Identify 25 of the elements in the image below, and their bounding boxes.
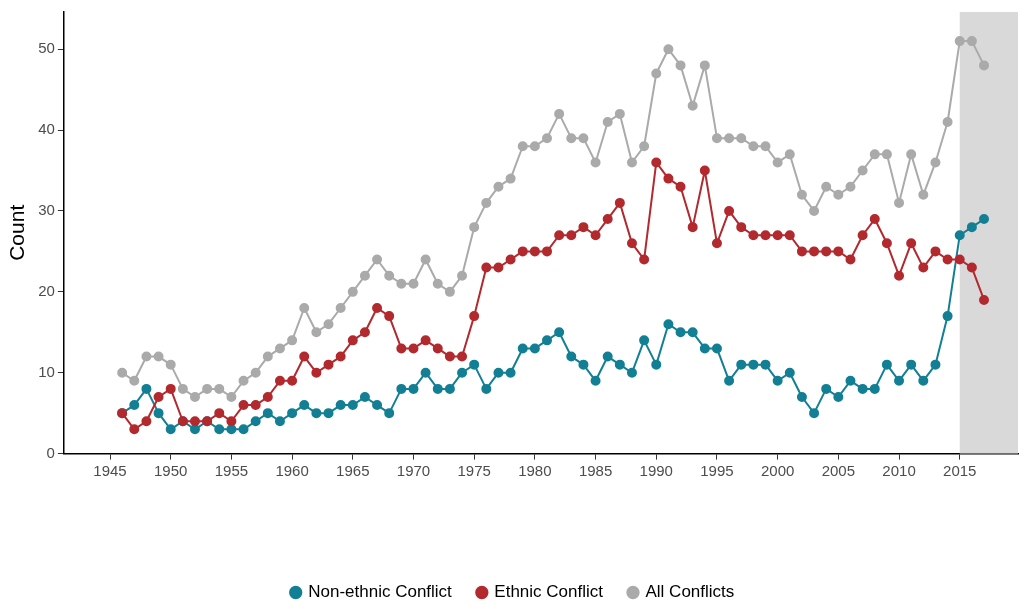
y-tick-label: 30: [38, 201, 55, 219]
x-tick-label: 1970: [396, 461, 431, 479]
x-tick-label: 1965: [336, 461, 370, 479]
x-tick-label: 1955: [214, 461, 249, 479]
x-tick-label: 1990: [639, 461, 673, 479]
x-tick-label: 1945: [93, 461, 127, 479]
legend-label: Ethnic Conflict: [494, 582, 604, 602]
legend-label: Non-ethnic Conflict: [308, 582, 453, 602]
legend-label: All Conflicts: [645, 582, 735, 602]
y-tick-label: 0: [46, 443, 55, 461]
y-tick-label: 40: [38, 120, 55, 138]
x-tick-label: 2005: [821, 461, 856, 479]
x-tick-label: 2010: [882, 461, 916, 479]
y-tick-label: 20: [38, 281, 55, 299]
y-tick-label: 10: [38, 362, 55, 380]
x-tick-label: 1980: [518, 461, 552, 479]
y-axis-title: Count: [5, 204, 29, 261]
x-tick-label: 1975: [457, 461, 491, 479]
x-tick-label: 1995: [700, 461, 734, 479]
x-tick-label: 1950: [154, 461, 188, 479]
x-tick-label: 2000: [760, 461, 795, 479]
y-tick-label: 50: [38, 39, 55, 57]
x-tick-label: 1985: [578, 461, 613, 479]
x-tick-label: 2015: [943, 461, 977, 479]
x-tick-label: 1960: [275, 461, 309, 479]
